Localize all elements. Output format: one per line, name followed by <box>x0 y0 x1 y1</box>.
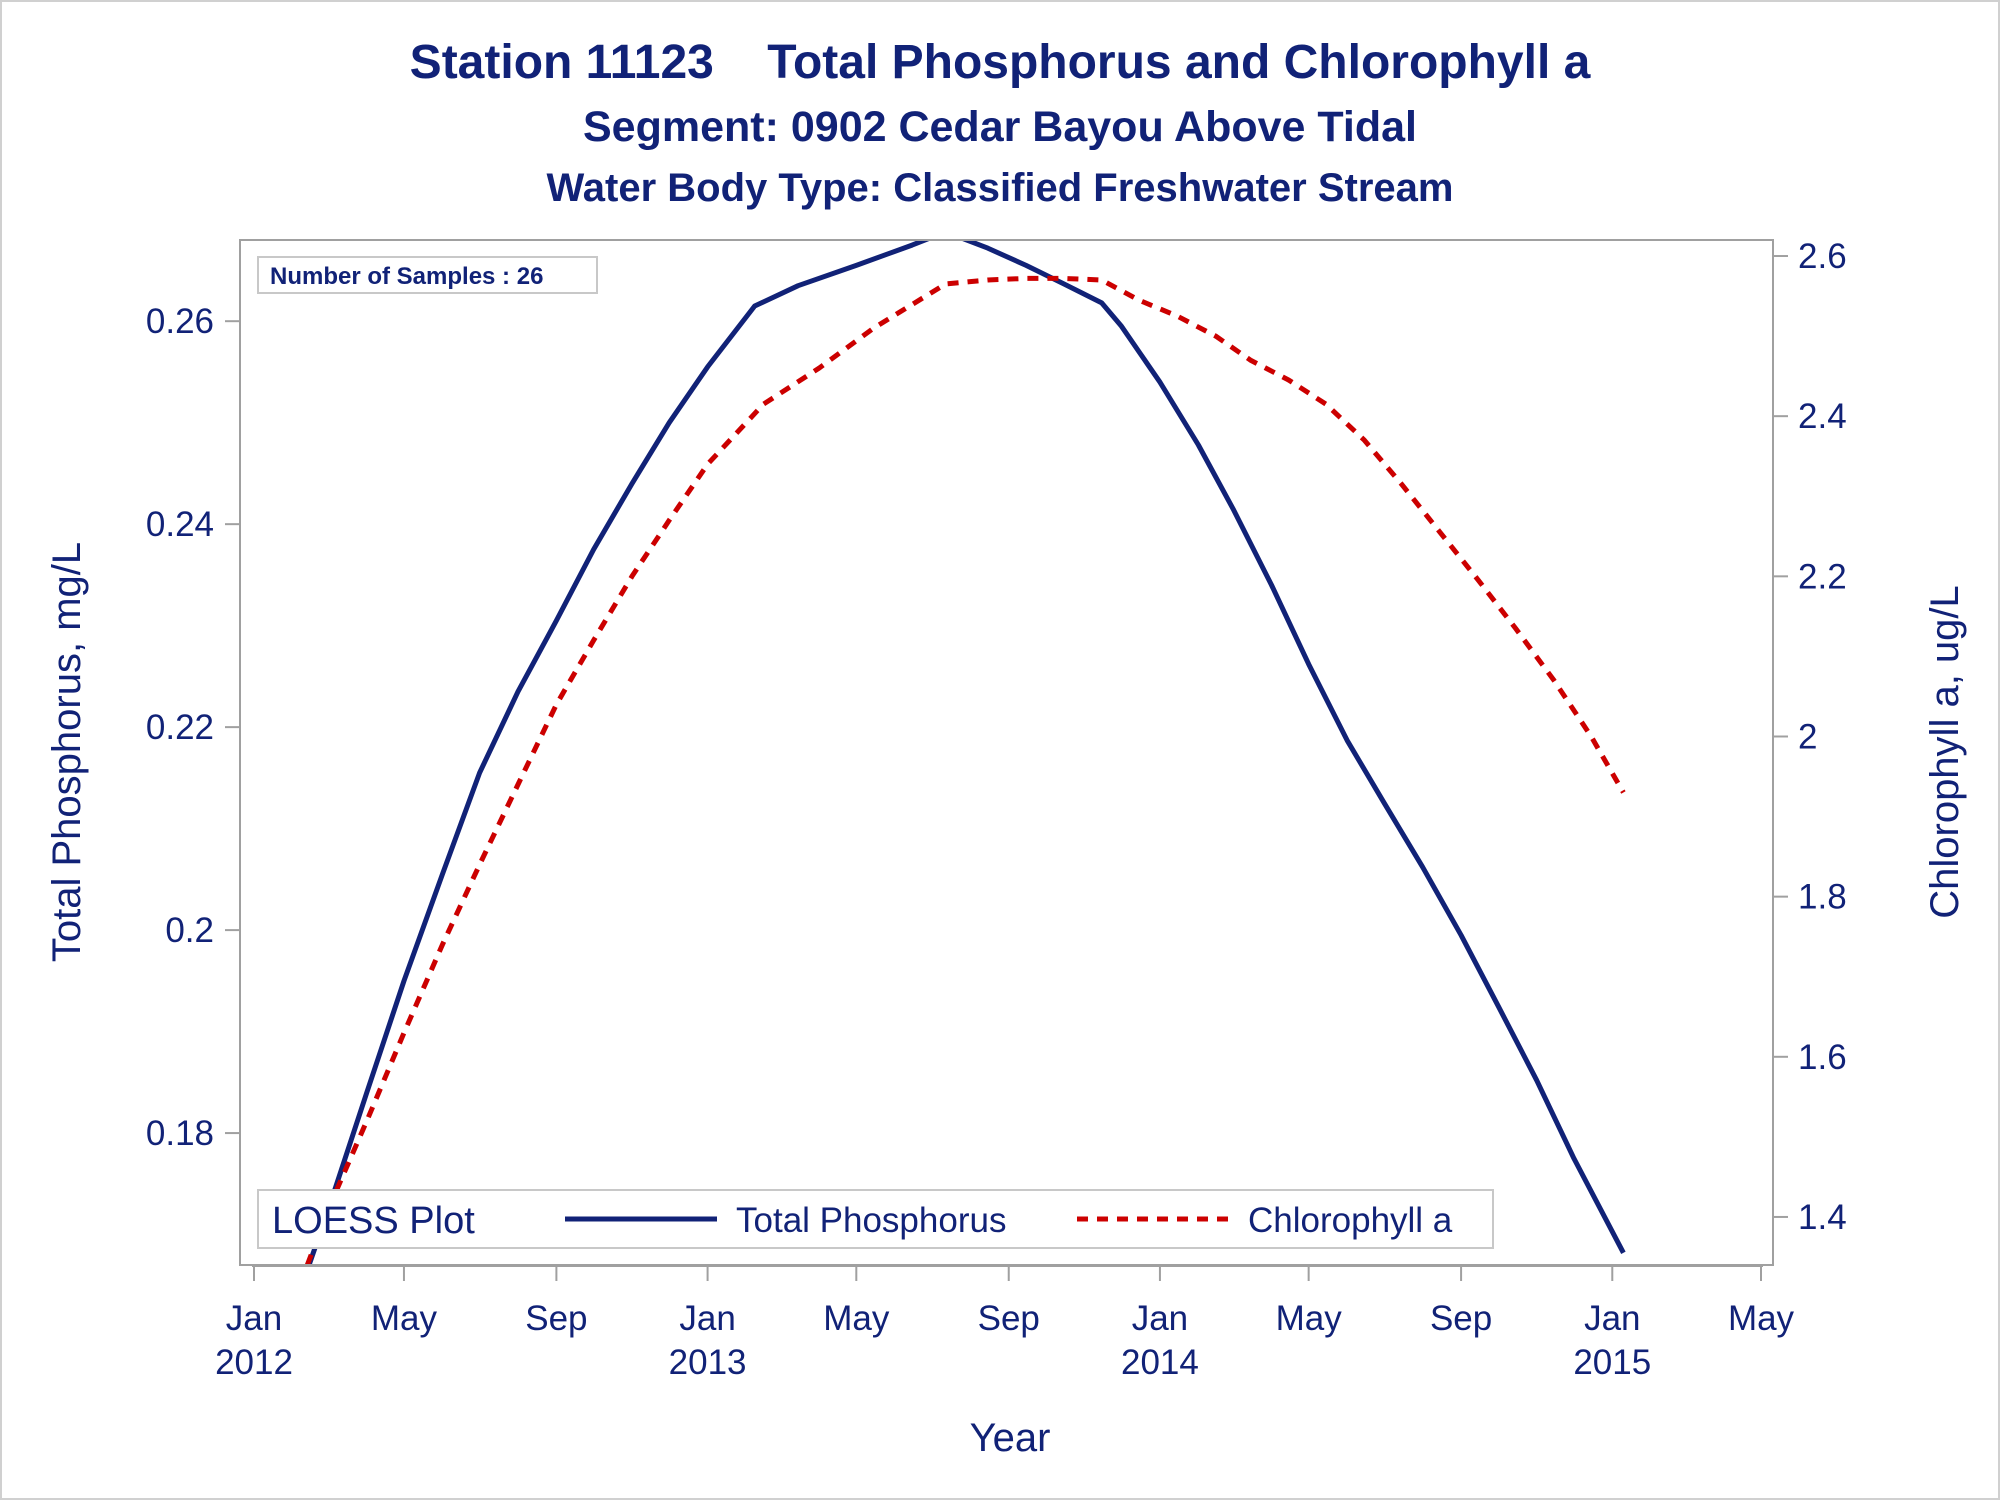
y-tick-label-left: 0.24 <box>146 505 214 544</box>
x-tick-label: Jan <box>1132 1299 1188 1338</box>
y-tick-label-right: 2.4 <box>1798 397 1847 436</box>
y-tick-label-right: 2 <box>1798 717 1817 756</box>
x-tick-label: Sep <box>978 1299 1040 1338</box>
x-tick-label: Sep <box>525 1299 587 1338</box>
x-tick-label: Sep <box>1430 1299 1492 1338</box>
chart-subtitle-segment: Segment: 0902 Cedar Bayou Above Tidal <box>583 103 1417 151</box>
x-tick-label: 2014 <box>1121 1343 1199 1382</box>
y-tick-label-left: 0.26 <box>146 302 214 341</box>
legend-item-phosphorus: Total Phosphorus <box>736 1201 1006 1240</box>
y-tick-label-left: 0.22 <box>146 708 214 747</box>
x-tick-label: May <box>371 1299 438 1338</box>
y-tick-label-right: 1.6 <box>1798 1038 1847 1077</box>
chart-subtitle-water-body: Water Body Type: Classified Freshwater S… <box>546 166 1454 210</box>
y-tick-label-right: 2.2 <box>1798 557 1847 596</box>
chart-title: Station 11123 Total Phosphorus and Chlor… <box>409 36 1591 89</box>
legend-title: LOESS Plot <box>272 1200 475 1242</box>
y-axis-label-right: Chlorophyll a, ug/L <box>1923 585 1967 919</box>
x-tick-label: Jan <box>226 1299 282 1338</box>
y-tick-label-left: 0.18 <box>146 1114 214 1153</box>
chart-titles: Station 11123 Total Phosphorus and Chlor… <box>0 30 2000 218</box>
series-layer <box>305 241 1626 1264</box>
x-tick-label: Jan <box>679 1299 735 1338</box>
x-tick-label: May <box>1728 1299 1795 1338</box>
x-tick-label: 2013 <box>669 1343 747 1382</box>
y-tick-label-left: 0.2 <box>165 911 214 950</box>
y-tick-label-right: 1.4 <box>1798 1198 1847 1237</box>
x-tick-label: May <box>1276 1299 1343 1338</box>
y-tick-label-right: 1.8 <box>1798 878 1847 917</box>
plot-area-border <box>239 239 1774 1266</box>
samples-inset-box <box>257 256 598 294</box>
legend-box <box>257 1189 1494 1249</box>
series-line-chlorophyll <box>305 275 1626 1264</box>
x-tick-label: 2015 <box>1573 1343 1651 1382</box>
y-tick-label-right: 2.6 <box>1798 237 1847 276</box>
samples-inset-label: Number of Samples : 26 <box>270 263 543 290</box>
axes: Jan 2012 May Sep Jan 2013 May Sep Jan 2014 May Sep J… <box>146 237 1847 1382</box>
samples-inset: Number of Samples : 26 <box>257 256 598 294</box>
series-line-phosphorus <box>306 241 1626 1264</box>
x-tick-label: Jan <box>1584 1299 1640 1338</box>
legend: LOESS Plot Total Phosphorus Chlorophyll … <box>257 1189 1494 1249</box>
x-tick-label: 2012 <box>215 1343 293 1382</box>
x-tick-label: May <box>823 1299 890 1338</box>
y-axis-label-left: Total Phosphorus, mg/L <box>45 542 89 962</box>
legend-item-chlorophyll: Chlorophyll a <box>1248 1201 1453 1240</box>
x-axis-label: Year <box>970 1416 1051 1460</box>
